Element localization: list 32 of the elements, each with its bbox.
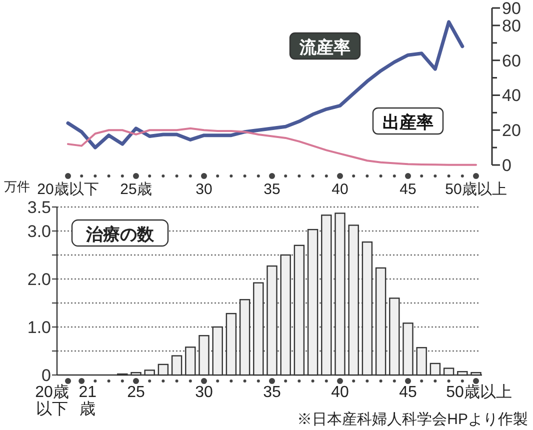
x-tick-label: 30 [196,181,212,198]
x-tick-label: 40 [330,384,350,401]
x-tick-label: 25歳 [120,181,152,198]
x-tick-label: 30 [194,384,214,401]
x-tick-label: 50歳以上 [445,181,507,198]
y-tick-label: 80 [502,16,521,36]
x-tick-label: 35 [264,181,280,198]
y-tick-label: 2.0 [27,270,51,289]
y-tick-label: 0 [42,366,51,385]
y-tick-label: 0 [502,156,512,175]
y-tick-label: 40 [502,86,521,106]
x-tick-label: 21歳 [78,384,98,418]
y-tick-label: 3.0 [27,222,51,241]
series-label: 流産率 [298,38,350,57]
line-series [66,20,464,150]
x-tick-label: 50歳以上 [445,384,513,401]
x-tick-label: 20歳以下 [34,384,70,418]
y-axis-title: 万件 [4,179,30,194]
x-tick-label: 40 [332,181,348,198]
title: 治療の数 [71,219,169,247]
series-label: 出産率 [382,113,434,132]
x-tick-label: 45 [400,181,416,198]
x-tick-label: 45 [399,384,417,401]
x-tick-label: 35 [262,384,282,401]
x-tick-label: 20歳以下 [37,181,99,198]
y-tick-label: 20 [502,121,521,140]
text: ※日本産科婦人科学会HPより作製 [297,411,528,428]
y-tick-label: 3.5 [27,198,51,217]
y-tick-label: 60 [502,51,521,70]
y-tick-label: 90 [502,0,521,18]
x-tick-label: 25 [127,384,145,401]
y-tick-label: 1.0 [27,318,51,337]
